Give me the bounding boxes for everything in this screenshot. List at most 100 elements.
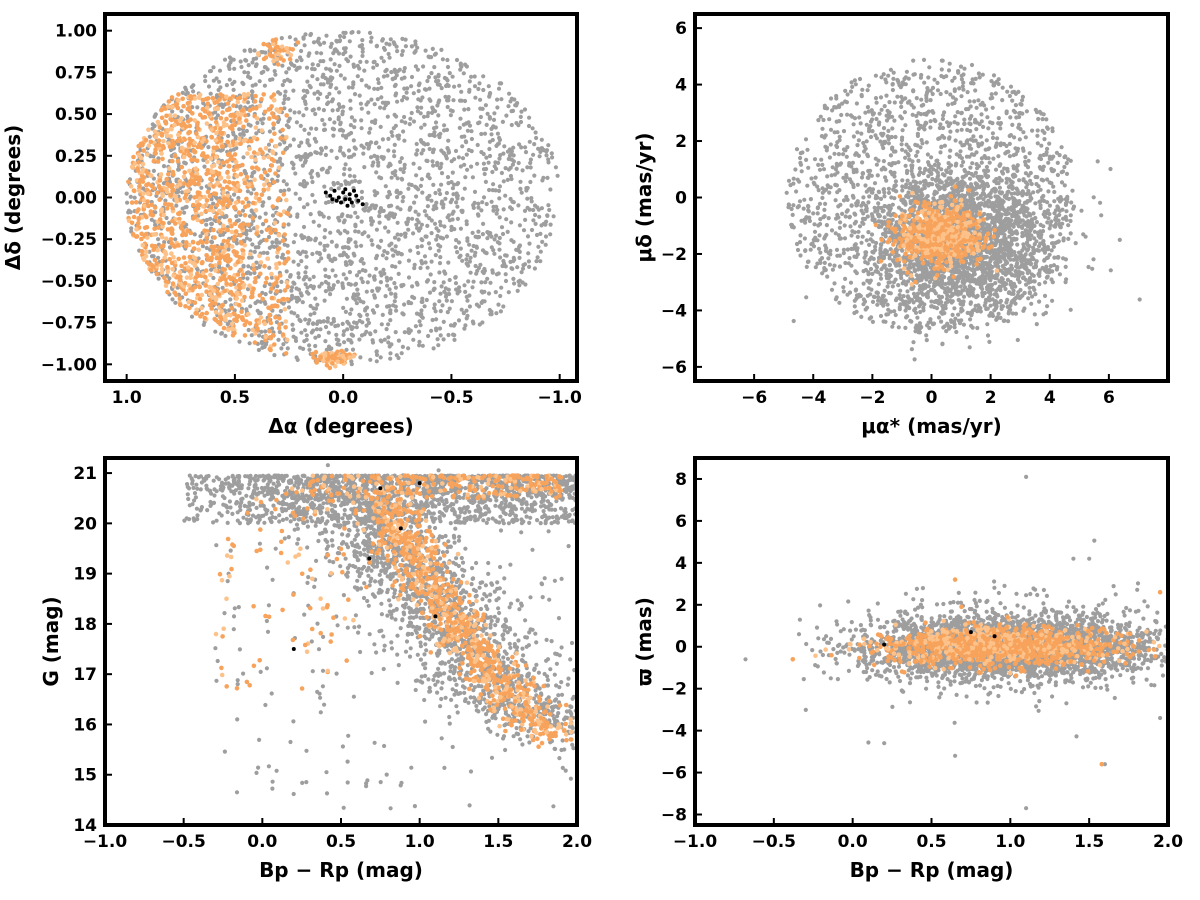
field-star-point <box>994 141 1000 146</box>
member-star-point <box>242 333 248 338</box>
field-star-point <box>367 273 372 278</box>
member-star-point <box>219 316 224 322</box>
member-star-point <box>158 187 164 193</box>
member-star-point <box>274 107 280 112</box>
member-star-point <box>219 276 225 281</box>
member-star-point <box>246 222 251 228</box>
field-star-point <box>356 30 361 35</box>
member-star-point <box>190 239 196 245</box>
field-star-point <box>912 72 917 77</box>
field-star-point <box>438 223 443 228</box>
field-star-point <box>348 311 353 316</box>
member-star-point <box>179 164 185 170</box>
field-star-point <box>244 128 249 134</box>
member-star-point <box>207 182 213 187</box>
field-star-point <box>298 182 303 187</box>
field-star-point <box>413 209 418 214</box>
field-star-point <box>444 291 449 296</box>
member-star-point <box>186 130 192 135</box>
field-star-point <box>248 237 253 242</box>
field-star-point <box>348 282 353 287</box>
field-star-point <box>841 198 847 203</box>
member-star-point <box>197 92 203 98</box>
field-star-point <box>509 109 514 114</box>
member-star-point <box>129 164 135 170</box>
field-star-point <box>860 160 865 165</box>
field-star-point <box>192 232 197 237</box>
field-star-point <box>530 126 535 131</box>
member-star-point <box>135 166 140 171</box>
member-star-point <box>245 91 251 97</box>
field-star-point <box>232 79 237 84</box>
field-star-point <box>411 231 416 236</box>
field-star-point <box>349 130 354 136</box>
member-star-point <box>232 234 237 240</box>
field-star-point <box>930 91 935 97</box>
member-star-point <box>154 271 160 277</box>
field-star-point <box>884 80 889 85</box>
member-star-point <box>155 119 161 125</box>
field-star-point <box>421 114 427 119</box>
field-star-point <box>786 178 792 183</box>
field-star-point <box>396 355 401 361</box>
member-star-point <box>277 316 282 321</box>
field-star-point <box>306 321 311 326</box>
field-star-point <box>442 224 447 229</box>
field-star-point <box>138 148 143 153</box>
field-star-point <box>335 323 341 328</box>
field-star-point <box>914 113 919 119</box>
field-star-point <box>803 137 809 142</box>
field-star-point <box>884 312 889 317</box>
field-star-point <box>332 120 337 125</box>
field-star-point <box>494 311 499 316</box>
field-star-point <box>526 251 531 256</box>
field-star-point <box>147 249 152 254</box>
field-star-point <box>492 251 497 256</box>
field-star-point <box>531 207 536 213</box>
field-star-point <box>273 72 278 77</box>
field-star-point <box>908 181 913 186</box>
y-tick-label: −0.50 <box>41 272 97 292</box>
field-star-point <box>455 291 460 296</box>
member-star-point <box>238 267 243 273</box>
field-star-point <box>261 69 266 74</box>
member-star-point <box>145 199 150 204</box>
field-star-point <box>378 124 383 129</box>
field-star-point <box>539 137 544 142</box>
field-star-point <box>218 233 223 238</box>
member-star-point <box>185 228 191 234</box>
field-star-point <box>413 324 418 329</box>
member-star-point <box>183 261 188 266</box>
field-star-point <box>344 347 349 352</box>
member-star-point <box>218 126 223 131</box>
field-star-point <box>201 322 206 327</box>
member-star-point <box>238 233 243 238</box>
field-star-point <box>311 286 316 291</box>
field-star-point <box>947 61 952 66</box>
field-star-point <box>955 121 960 126</box>
field-star-point <box>454 200 459 205</box>
member-star-point <box>251 150 257 155</box>
field-star-point <box>427 193 432 198</box>
field-star-point <box>794 189 799 194</box>
field-star-point <box>855 130 860 135</box>
member-star-point <box>221 223 226 228</box>
field-star-point <box>998 315 1003 320</box>
field-star-point <box>344 133 349 138</box>
field-star-point <box>947 154 952 159</box>
field-star-point <box>161 164 167 169</box>
field-star-point <box>918 75 924 80</box>
member-star-point <box>253 331 258 336</box>
field-star-point <box>363 308 368 313</box>
member-star-point <box>179 263 184 269</box>
field-star-point <box>1062 183 1067 188</box>
field-star-point <box>517 255 522 260</box>
field-star-point <box>254 131 259 136</box>
field-star-point <box>398 207 403 212</box>
member-star-point <box>280 238 286 243</box>
field-star-point <box>213 116 219 121</box>
field-star-point <box>345 230 350 235</box>
field-star-point <box>417 319 422 324</box>
member-star-point <box>221 123 227 128</box>
field-star-point <box>534 232 540 238</box>
